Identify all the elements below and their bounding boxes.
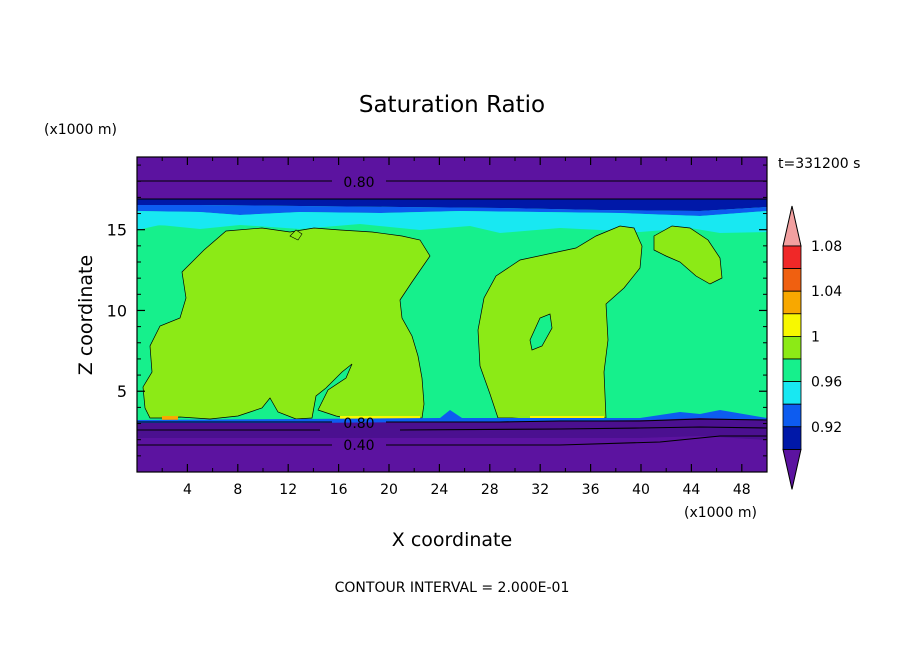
contour-line-lower-a <box>137 418 768 423</box>
x-tick-label: 32 <box>531 482 549 498</box>
colorbar-label: 0.96 <box>811 375 842 391</box>
x-tick-label: 36 <box>582 482 600 498</box>
x-unit-label: (x1000 m) <box>684 505 757 521</box>
contour-line-lower-c <box>137 435 767 446</box>
plot-frame <box>136 156 768 473</box>
contour-interval-label: CONTOUR INTERVAL = 2.000E-01 <box>335 580 570 596</box>
x-tick-label: 44 <box>682 482 700 498</box>
colorbar-arrow-low <box>782 448 802 490</box>
contour-label-3: 0.40 <box>343 438 374 454</box>
x-tick-label: 48 <box>733 482 751 498</box>
surface-streak-left <box>162 416 178 420</box>
colorbar-segment <box>782 313 802 337</box>
y-tick-label: 10 <box>107 301 127 320</box>
colorbar-label: 0.92 <box>811 420 842 436</box>
surface-streak-right <box>530 416 604 419</box>
contour-lines <box>137 180 768 446</box>
contour-label-1: 0.80 <box>343 175 374 191</box>
upper-dry-band <box>137 157 767 199</box>
x-tick-label: 4 <box>183 482 192 498</box>
colorbar-label: 1 <box>811 329 820 345</box>
x-tick-label: 24 <box>430 482 448 498</box>
cloud-left-speck <box>289 229 303 241</box>
colorbar-label: 1.04 <box>811 284 842 300</box>
plot-area: 0.80 0.80 0.40 <box>136 156 768 473</box>
x-tick-label: 28 <box>481 482 499 498</box>
colorbar-segment <box>782 426 802 450</box>
colorbar-segment <box>782 335 802 360</box>
x-tick-label: 40 <box>632 482 650 498</box>
contour-line-lower-b <box>137 426 768 431</box>
x-tick-label: 8 <box>233 482 242 498</box>
cyan-streak <box>140 216 340 226</box>
colorbar-segment <box>782 358 802 383</box>
surface-streak-mid <box>340 416 420 419</box>
colorbar-segment <box>782 290 802 315</box>
y-tick-label: 15 <box>107 221 127 240</box>
cloud-hole <box>529 313 553 351</box>
colorbar-label: 1.08 <box>811 239 842 255</box>
x-tick-label: 12 <box>279 482 297 498</box>
colorbar-segment <box>782 403 802 428</box>
colorbar-arrow-high <box>782 205 802 247</box>
x-axis-label: X coordinate <box>392 529 512 551</box>
colorbar-segment <box>782 245 802 270</box>
upper-dark-blue-band <box>137 199 767 211</box>
x-tick-label: 20 <box>380 482 398 498</box>
colorbar: 0.92 0.96 1 1.04 1.08 <box>782 205 842 490</box>
colorbar-segment <box>782 268 802 292</box>
boundary-dark-layer <box>137 418 767 440</box>
y-tick-label: 5 <box>117 382 127 401</box>
chart-title: Saturation Ratio <box>359 92 545 118</box>
y-unit-label: (x1000 m) <box>44 122 117 138</box>
time-label: t=331200 s <box>778 156 860 172</box>
colorbar-segment <box>782 381 802 405</box>
upper-blue-band <box>137 205 767 216</box>
x-tick-label: 16 <box>330 482 348 498</box>
contour-label-2: 0.80 <box>343 416 374 432</box>
y-axis-label: Z coordinate <box>75 255 97 375</box>
cloud-right-top-patch <box>653 225 723 285</box>
